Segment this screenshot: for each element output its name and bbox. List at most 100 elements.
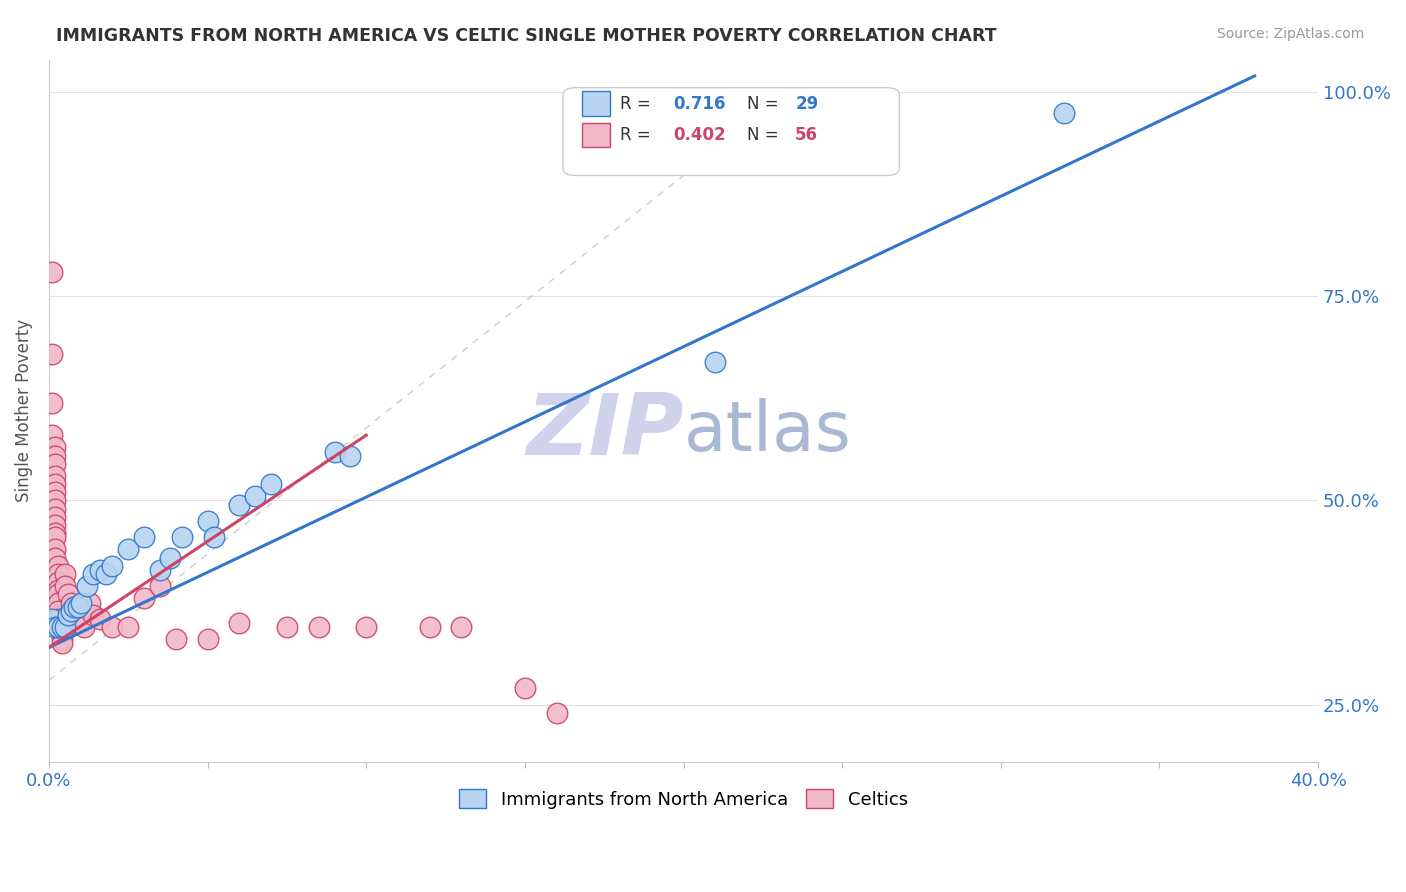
Point	[339, 449, 361, 463]
Point	[117, 542, 139, 557]
Point	[41, 346, 63, 360]
Point	[73, 620, 96, 634]
Point	[197, 632, 219, 647]
Point	[51, 624, 73, 639]
Point	[228, 615, 250, 630]
Y-axis label: Single Mother Poverty: Single Mother Poverty	[15, 319, 32, 502]
Text: 29: 29	[796, 95, 818, 112]
Text: N =: N =	[747, 95, 785, 112]
Point	[44, 501, 66, 516]
Point	[89, 563, 111, 577]
FancyBboxPatch shape	[562, 87, 900, 176]
Text: N =: N =	[747, 127, 785, 145]
Text: 0.716: 0.716	[673, 95, 725, 112]
Point	[69, 596, 91, 610]
Point	[51, 620, 73, 634]
Point	[94, 566, 117, 581]
Point	[44, 526, 66, 541]
Text: Source: ZipAtlas.com: Source: ZipAtlas.com	[1216, 27, 1364, 41]
Point	[48, 612, 70, 626]
Point	[450, 620, 472, 634]
Point	[44, 509, 66, 524]
Point	[63, 599, 86, 614]
Point	[60, 604, 83, 618]
Point	[41, 428, 63, 442]
Text: ZIP: ZIP	[526, 391, 683, 474]
Point	[44, 493, 66, 508]
Point	[63, 599, 86, 614]
Point	[245, 490, 267, 504]
Point	[44, 485, 66, 500]
Point	[546, 706, 568, 720]
Legend: Immigrants from North America, Celtics: Immigrants from North America, Celtics	[453, 782, 915, 816]
Point	[51, 636, 73, 650]
Point	[41, 265, 63, 279]
Point	[48, 596, 70, 610]
Point	[48, 575, 70, 590]
Point	[60, 596, 83, 610]
Point	[56, 587, 79, 601]
Bar	[582, 123, 610, 147]
Point	[513, 681, 536, 696]
Point	[356, 620, 378, 634]
Point	[48, 558, 70, 573]
Point	[117, 620, 139, 634]
Point	[76, 579, 98, 593]
Point	[149, 563, 172, 577]
Point	[66, 599, 89, 614]
Point	[172, 530, 194, 544]
Point	[44, 530, 66, 544]
Point	[48, 604, 70, 618]
Point	[44, 550, 66, 565]
Point	[44, 542, 66, 557]
Point	[51, 632, 73, 647]
Point	[56, 607, 79, 622]
Point	[260, 477, 283, 491]
Point	[419, 620, 441, 634]
Point	[89, 612, 111, 626]
Point	[197, 514, 219, 528]
Point	[101, 558, 124, 573]
Point	[44, 449, 66, 463]
Point	[134, 530, 156, 544]
Point	[82, 566, 104, 581]
Point	[134, 591, 156, 606]
Point	[41, 395, 63, 409]
Point	[82, 607, 104, 622]
Point	[308, 620, 330, 634]
Point	[159, 550, 181, 565]
Point	[704, 354, 727, 368]
Point	[51, 628, 73, 642]
Point	[44, 469, 66, 483]
Text: atlas: atlas	[683, 398, 852, 466]
Point	[44, 441, 66, 455]
Point	[41, 612, 63, 626]
Point	[53, 579, 76, 593]
Text: 0.402: 0.402	[673, 127, 725, 145]
Point	[48, 587, 70, 601]
Point	[44, 518, 66, 533]
Point	[48, 620, 70, 634]
Point	[1053, 105, 1076, 120]
Point	[79, 596, 101, 610]
Point	[323, 444, 346, 458]
Point	[44, 620, 66, 634]
Point	[202, 530, 225, 544]
Point	[149, 579, 172, 593]
Point	[44, 477, 66, 491]
Point	[48, 583, 70, 598]
Text: 56: 56	[796, 127, 818, 145]
Point	[51, 620, 73, 634]
Point	[69, 612, 91, 626]
Point	[53, 620, 76, 634]
Point	[48, 566, 70, 581]
Text: IMMIGRANTS FROM NORTH AMERICA VS CELTIC SINGLE MOTHER POVERTY CORRELATION CHART: IMMIGRANTS FROM NORTH AMERICA VS CELTIC …	[56, 27, 997, 45]
Point	[44, 457, 66, 471]
Bar	[582, 91, 610, 116]
Text: R =: R =	[620, 127, 657, 145]
Point	[276, 620, 298, 634]
Text: R =: R =	[620, 95, 657, 112]
Point	[66, 607, 89, 622]
Point	[101, 620, 124, 634]
Point	[53, 566, 76, 581]
